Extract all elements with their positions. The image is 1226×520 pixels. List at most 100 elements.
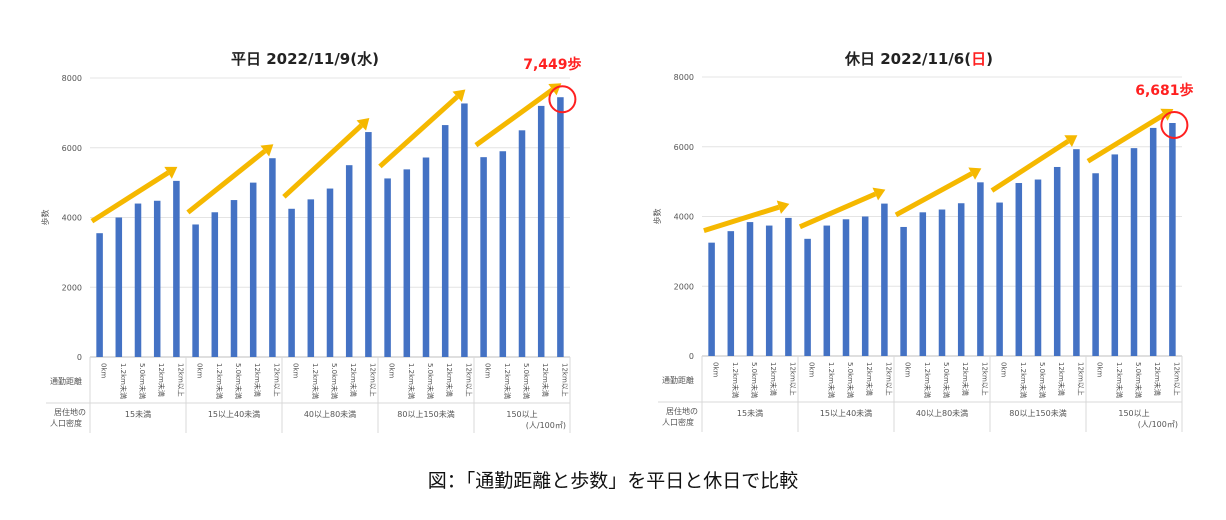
distance-tick-label: 12km未満 <box>541 363 550 397</box>
distance-tick-label: 12km以上 <box>368 363 377 397</box>
bar <box>900 226 907 356</box>
distance-tick-label: 5.0km未満 <box>234 363 243 399</box>
row-label-distance: 通勤距離 <box>662 375 694 385</box>
distance-tick-label: 12km未満 <box>1057 362 1066 396</box>
bar <box>211 212 219 357</box>
trend-arrow-head <box>776 200 790 214</box>
unit-note: (人/100㎡) <box>1138 420 1178 429</box>
distance-tick-label: 5.0km未満 <box>426 363 435 399</box>
bar <box>518 130 526 357</box>
distance-tick-label: 5.0km未満 <box>522 363 531 399</box>
trend-arrow-shaft <box>894 171 973 218</box>
y-tick-label: 4000 <box>674 213 694 222</box>
distance-tick-label: 12km以上 <box>560 363 569 397</box>
bar <box>842 219 850 356</box>
y-tick-label: 2000 <box>62 283 82 292</box>
distance-tick-label: 0km <box>388 363 396 379</box>
distance-tick-label: 12km以上 <box>176 363 185 397</box>
group-label: 15以上40未満 <box>820 408 872 418</box>
distance-tick-label: 1.2km未満 <box>119 363 128 399</box>
distance-tick-label: 0km <box>1096 362 1104 378</box>
row-label-density: 居住地の人口密度 <box>50 407 86 428</box>
bar <box>804 238 811 356</box>
distance-tick-label: 0km <box>196 363 204 379</box>
bar <box>881 203 888 356</box>
chart-title: 休日 2022/11/6(日) <box>844 50 993 68</box>
chart-title-suffix: ) <box>986 50 993 68</box>
bar <box>403 169 411 357</box>
bar <box>288 208 295 357</box>
bar <box>765 225 773 356</box>
trend-arrow-shaft <box>282 123 363 199</box>
group-label: 40以上80未満 <box>916 408 968 418</box>
bar <box>746 222 754 356</box>
y-tick-label: 0 <box>689 352 694 361</box>
bar <box>326 188 334 357</box>
group-label: 40以上80未満 <box>304 409 356 419</box>
bar <box>96 233 103 357</box>
group-label: 80以上150未満 <box>397 409 454 419</box>
trend-arrow-shaft <box>186 149 267 215</box>
bar <box>785 217 792 356</box>
bar <box>1169 123 1176 356</box>
bar <box>1015 183 1023 356</box>
distance-tick-label: 5.0km未満 <box>330 363 339 399</box>
row-label-distance: 通勤距離 <box>50 376 82 386</box>
highlight-circle <box>1160 111 1189 140</box>
trend-arrow-shaft <box>378 94 459 169</box>
trend-arrow-shaft <box>990 139 1070 193</box>
bar <box>957 203 965 356</box>
distance-tick-label: 12km未満 <box>349 363 358 397</box>
trend-arrow-head <box>968 167 982 180</box>
distance-tick-label: 0km <box>1000 362 1008 378</box>
distance-tick-label: 12km以上 <box>464 363 473 397</box>
distance-tick-label: 12km未満 <box>769 362 778 396</box>
distance-tick-label: 0km <box>904 362 912 378</box>
y-tick-label: 8000 <box>62 74 82 83</box>
highlight-circle <box>548 85 577 114</box>
distance-tick-label: 12km未満 <box>1153 362 1162 396</box>
bar <box>727 231 735 356</box>
group-label: 80以上150未満 <box>1009 408 1066 418</box>
bar <box>1092 173 1099 356</box>
distance-tick-label: 1.2km未満 <box>311 363 320 399</box>
row-label-density: 居住地の人口密度 <box>662 406 698 427</box>
distance-tick-label: 12km未満 <box>157 363 166 397</box>
figure-caption: 図：「通勤距離と歩数」を平日と休日で比較 <box>427 470 799 492</box>
bar <box>1149 127 1157 356</box>
group-label: 15以上40未満 <box>208 409 260 419</box>
chart-title-prefix: 平日 2022/11/9( <box>231 50 357 68</box>
group-label: 150以上 <box>1118 409 1149 418</box>
row-label-density-line2: 人口密度 <box>50 418 82 428</box>
bar <box>557 97 564 357</box>
distance-tick-label: 1.2km未満 <box>923 362 932 398</box>
trend-arrow-shaft <box>798 191 877 230</box>
bar <box>708 242 715 356</box>
distance-tick-label: 1.2km未満 <box>827 362 836 398</box>
row-label-density-line2: 人口密度 <box>662 417 694 427</box>
unit-note: (人/100㎡) <box>526 421 566 430</box>
chart-title: 平日 2022/11/9(水) <box>231 50 379 68</box>
distance-tick-label: 1.2km未満 <box>731 362 740 398</box>
y-axis-label: 歩数 <box>40 210 50 226</box>
distance-tick-label: 1.2km未満 <box>407 363 416 399</box>
distance-tick-label: 5.0km未満 <box>1134 362 1143 398</box>
bar <box>480 157 487 357</box>
weekday-chart: 平日 2022/11/9(水) 0 2000 4000 6000 8000 歩数 7,449歩… <box>40 50 582 433</box>
bar <box>861 216 869 356</box>
bar <box>919 212 927 356</box>
y-axis-label: 歩数 <box>652 209 662 225</box>
row-label-density-line1: 居住地の <box>54 407 86 417</box>
bar <box>230 200 238 357</box>
holiday-chart: 休日 2022/11/6(日) 0 2000 4000 6000 8000 歩数 6,681歩… <box>652 50 1194 432</box>
distance-tick-label: 12km以上 <box>788 362 797 396</box>
bar <box>1053 166 1061 356</box>
bar <box>1034 179 1042 356</box>
chart-title-day: 日 <box>971 50 986 68</box>
bar <box>307 199 315 357</box>
y-tick-label: 6000 <box>674 143 694 152</box>
bar <box>938 209 946 356</box>
chart-title-day: 水 <box>357 50 373 68</box>
bar <box>192 224 199 357</box>
bar <box>1111 154 1119 356</box>
